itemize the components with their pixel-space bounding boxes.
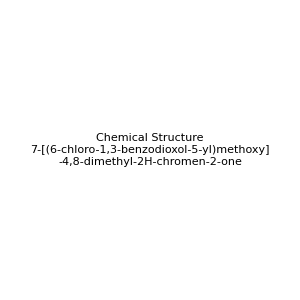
Text: Chemical Structure
7-[(6-chloro-1,3-benzodioxol-5-yl)methoxy]
-4,8-dimethyl-2H-c: Chemical Structure 7-[(6-chloro-1,3-benz… <box>30 134 270 166</box>
